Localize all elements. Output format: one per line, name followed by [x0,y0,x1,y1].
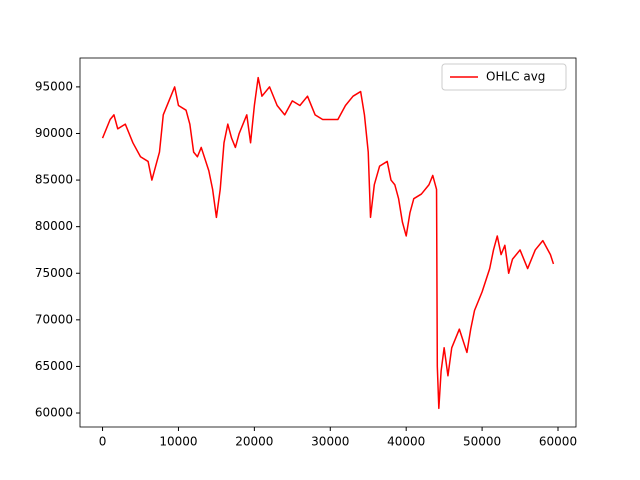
x-tick-label: 60000 [539,435,577,449]
data-line [101,76,555,410]
y-tick-label: 80000 [35,219,73,233]
y-tick-label: 75000 [35,266,73,280]
legend-box [441,63,567,91]
y-tick-label: 95000 [35,79,73,93]
y-tick-label: 65000 [35,359,73,373]
legend-label: OHLC avg [486,70,545,84]
x-tick-label: 50000 [463,435,501,449]
x-tick-label: 30000 [311,435,349,449]
y-tick-label: 70000 [35,312,73,326]
x-tick-label: 10000 [159,435,197,449]
x-tick-label: 40000 [387,435,425,449]
y-tick-label: 85000 [35,173,73,187]
y-tick-label: 90000 [35,126,73,140]
plot-frame [79,57,577,428]
y-tick-label: 60000 [35,406,73,420]
x-tick-label: 20000 [235,435,273,449]
x-tick-label: 0 [99,435,107,449]
